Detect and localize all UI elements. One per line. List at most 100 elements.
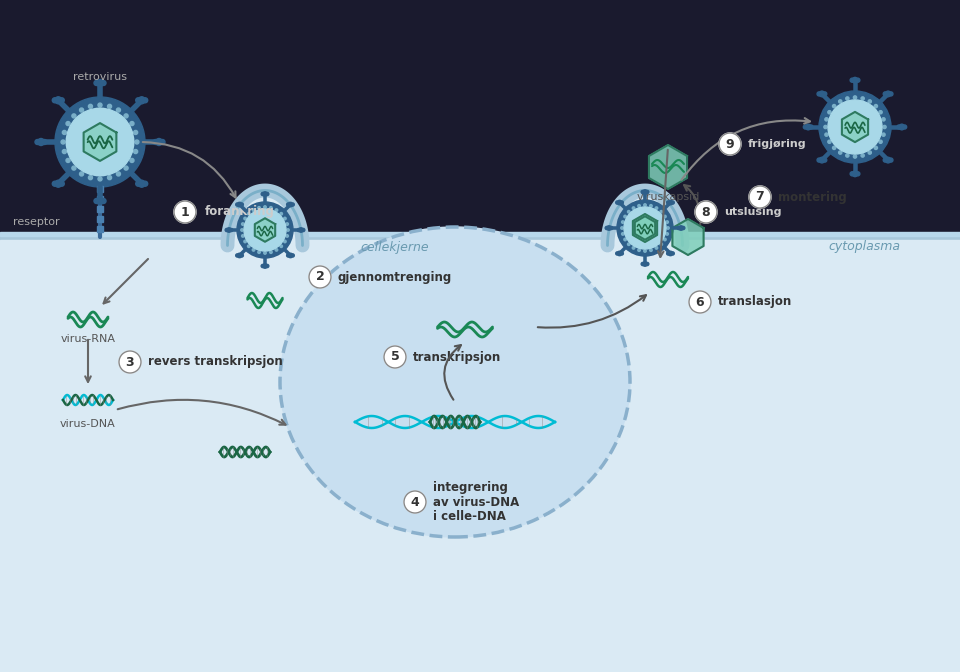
Circle shape (55, 180, 61, 187)
Circle shape (309, 266, 331, 288)
Text: 1: 1 (180, 206, 189, 218)
Text: virus-RNA: virus-RNA (60, 334, 115, 344)
Circle shape (644, 250, 646, 252)
Bar (0, 0, 960, 240)
Circle shape (108, 104, 111, 108)
Bar (97, 206, 103, 212)
Circle shape (855, 78, 860, 82)
Text: frigjøring: frigjøring (748, 139, 806, 149)
Circle shape (650, 249, 652, 251)
Text: 8: 8 (702, 206, 710, 218)
Circle shape (633, 247, 635, 249)
Circle shape (98, 103, 102, 107)
Circle shape (37, 138, 44, 146)
Circle shape (42, 140, 47, 144)
Circle shape (646, 262, 649, 265)
Circle shape (60, 98, 64, 103)
Circle shape (695, 201, 717, 223)
Circle shape (174, 201, 196, 223)
Circle shape (621, 226, 623, 229)
Circle shape (719, 133, 741, 155)
Circle shape (80, 108, 84, 112)
Text: 3: 3 (126, 355, 134, 368)
Circle shape (98, 177, 102, 181)
Circle shape (883, 92, 887, 96)
Circle shape (236, 254, 239, 257)
Circle shape (227, 228, 231, 233)
Ellipse shape (280, 227, 630, 537)
Text: forankring: forankring (205, 206, 275, 218)
Circle shape (242, 235, 244, 237)
Circle shape (643, 262, 647, 266)
Circle shape (885, 157, 891, 163)
Circle shape (270, 206, 273, 209)
Circle shape (644, 204, 646, 206)
Polygon shape (842, 112, 868, 142)
Circle shape (160, 140, 165, 144)
Text: integrering
av virus-DNA
i celle-DNA: integrering av virus-DNA i celle-DNA (433, 480, 519, 523)
Circle shape (135, 98, 141, 103)
Bar (97, 196, 103, 202)
Circle shape (615, 201, 619, 204)
Circle shape (138, 180, 145, 187)
Circle shape (621, 233, 624, 235)
Circle shape (882, 118, 885, 121)
Bar (0, 232, 960, 236)
Circle shape (666, 226, 669, 229)
Circle shape (668, 251, 673, 255)
Circle shape (298, 228, 300, 232)
Circle shape (252, 249, 254, 251)
Text: revers transkripsjon: revers transkripsjon (148, 355, 283, 368)
Circle shape (119, 351, 141, 373)
Polygon shape (84, 123, 116, 161)
Circle shape (643, 190, 647, 194)
Text: viruskapsid: viruskapsid (636, 192, 700, 202)
Circle shape (286, 235, 288, 237)
Circle shape (677, 226, 681, 230)
Bar (97, 186, 103, 192)
Circle shape (135, 181, 141, 186)
Circle shape (682, 226, 684, 230)
Circle shape (258, 206, 260, 209)
Circle shape (624, 215, 626, 218)
Circle shape (244, 217, 247, 220)
Text: transkripsjon: transkripsjon (413, 351, 501, 364)
Circle shape (641, 262, 644, 265)
Circle shape (226, 228, 228, 232)
Circle shape (270, 251, 273, 253)
Circle shape (287, 203, 290, 206)
Circle shape (101, 81, 106, 85)
Circle shape (287, 254, 290, 257)
Circle shape (116, 172, 120, 176)
Circle shape (823, 92, 827, 96)
Circle shape (646, 190, 649, 194)
Text: 4: 4 (411, 495, 420, 509)
Circle shape (248, 245, 250, 247)
Circle shape (666, 221, 668, 223)
Text: virus-DNA: virus-DNA (60, 419, 116, 429)
Circle shape (66, 159, 70, 163)
Text: cytoplasma: cytoplasma (828, 240, 900, 253)
Circle shape (689, 291, 711, 313)
Circle shape (679, 226, 684, 230)
Bar (97, 216, 103, 222)
Circle shape (855, 172, 860, 176)
Circle shape (605, 226, 609, 230)
Circle shape (617, 200, 673, 256)
Circle shape (851, 78, 854, 82)
Circle shape (879, 140, 882, 143)
Circle shape (72, 166, 76, 170)
Circle shape (883, 158, 887, 162)
Circle shape (237, 202, 242, 207)
Text: 7: 7 (756, 190, 764, 204)
Circle shape (656, 247, 658, 249)
Circle shape (832, 146, 836, 149)
Circle shape (832, 105, 836, 108)
Circle shape (276, 249, 277, 251)
Circle shape (133, 130, 137, 134)
Circle shape (261, 192, 264, 196)
Circle shape (62, 130, 66, 134)
Circle shape (624, 238, 626, 241)
Circle shape (902, 125, 906, 129)
Circle shape (749, 186, 771, 208)
